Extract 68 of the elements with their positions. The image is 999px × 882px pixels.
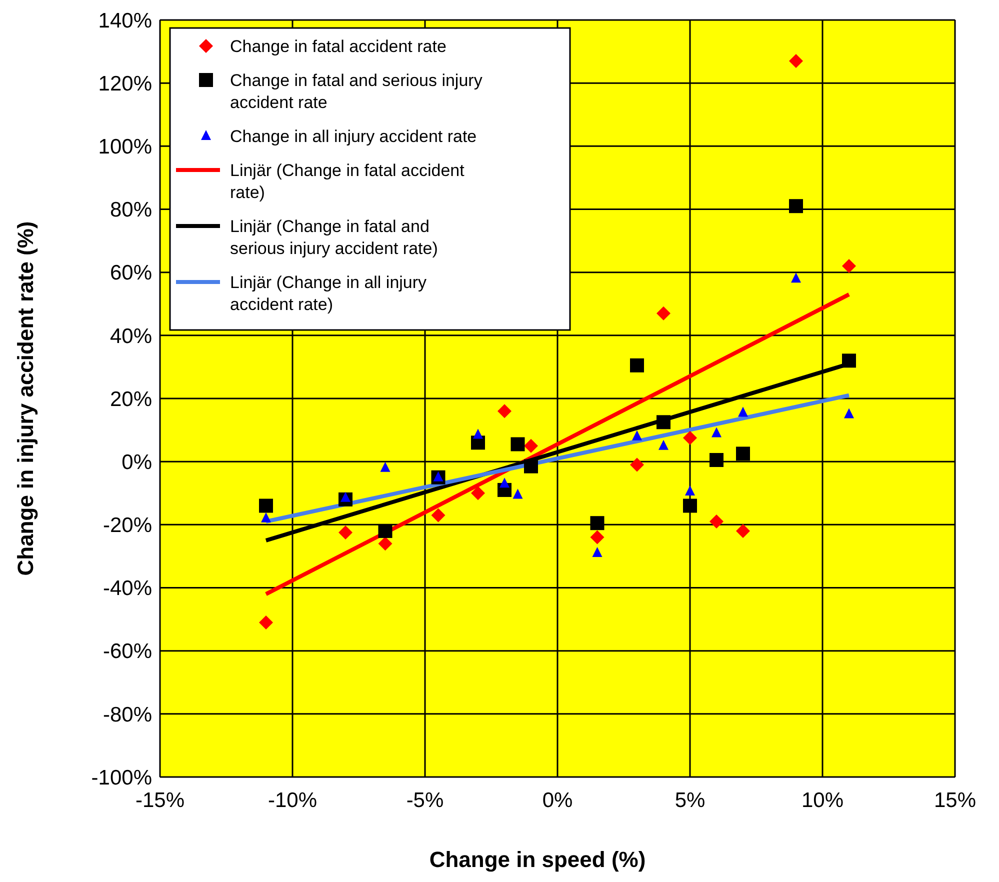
y-tick-label: 80% <box>110 198 152 222</box>
point <box>656 306 670 320</box>
point <box>510 437 525 452</box>
x-tick-label: 15% <box>934 789 976 812</box>
legend-label: Change in all injury accident rate <box>230 127 477 146</box>
point <box>498 404 512 418</box>
y-tick-label: -100% <box>91 766 152 790</box>
point <box>524 438 538 453</box>
y-tick-label: -20% <box>102 514 152 538</box>
x-tick-label: 0% <box>542 789 573 812</box>
point <box>685 486 695 496</box>
point <box>592 547 602 558</box>
point <box>710 453 724 468</box>
point <box>842 259 856 274</box>
legend-label: Change in fatal and serious injury accident rate <box>230 71 483 112</box>
point <box>524 459 538 474</box>
point <box>683 430 697 445</box>
point <box>378 524 392 538</box>
legend-label: Change in fatal accident rate <box>230 37 446 56</box>
point <box>259 615 273 630</box>
y-tick-label: 40% <box>110 324 152 348</box>
y-tick-label: 60% <box>110 262 152 285</box>
point <box>683 498 697 513</box>
y-tick-label: -40% <box>102 577 152 600</box>
x-tick-label: 5% <box>674 789 706 812</box>
y-tick-label: 140% <box>98 9 152 32</box>
legend-label: Linjär (Change in fatal and serious injury accident rate) <box>230 217 438 258</box>
point <box>710 514 724 529</box>
point <box>842 354 856 368</box>
point <box>338 526 352 540</box>
x-axis-title: Change in speed (%) <box>429 847 646 872</box>
x-tick-label: -15% <box>135 789 185 812</box>
point <box>656 415 670 430</box>
y-tick-label: 120% <box>98 72 152 96</box>
point <box>590 530 604 544</box>
point <box>590 516 604 530</box>
point <box>378 536 392 551</box>
point <box>261 512 271 522</box>
point <box>500 478 510 488</box>
x-tick-label: -5% <box>406 789 444 812</box>
point <box>630 358 644 372</box>
point <box>259 498 273 513</box>
y-tick-label: 20% <box>110 388 152 411</box>
point <box>791 272 801 283</box>
point <box>471 486 485 500</box>
x-tick-label: -10% <box>268 789 318 812</box>
point <box>736 446 750 461</box>
point <box>431 508 446 522</box>
point <box>473 428 483 439</box>
point <box>380 462 390 472</box>
y-tick-label: 0% <box>122 450 152 474</box>
point <box>736 524 750 538</box>
point <box>844 408 854 418</box>
point <box>512 488 523 499</box>
y-axis-title: Change in injury accident rate (%) <box>13 221 38 576</box>
point <box>712 427 722 438</box>
point <box>789 54 803 68</box>
point <box>658 440 668 450</box>
x-tick-label: 10% <box>801 789 844 812</box>
y-tick-label: -80% <box>102 703 152 726</box>
point <box>738 406 748 417</box>
legend-label: Linjär (Change in fatal accident rate) <box>230 161 465 202</box>
y-tick-label: -60% <box>102 640 152 664</box>
legend-label: Linjär (Change in all injury accident rate) <box>230 273 428 314</box>
y-tick-label: 100% <box>98 136 152 159</box>
point <box>789 199 803 214</box>
point <box>632 430 642 440</box>
point <box>630 458 644 472</box>
